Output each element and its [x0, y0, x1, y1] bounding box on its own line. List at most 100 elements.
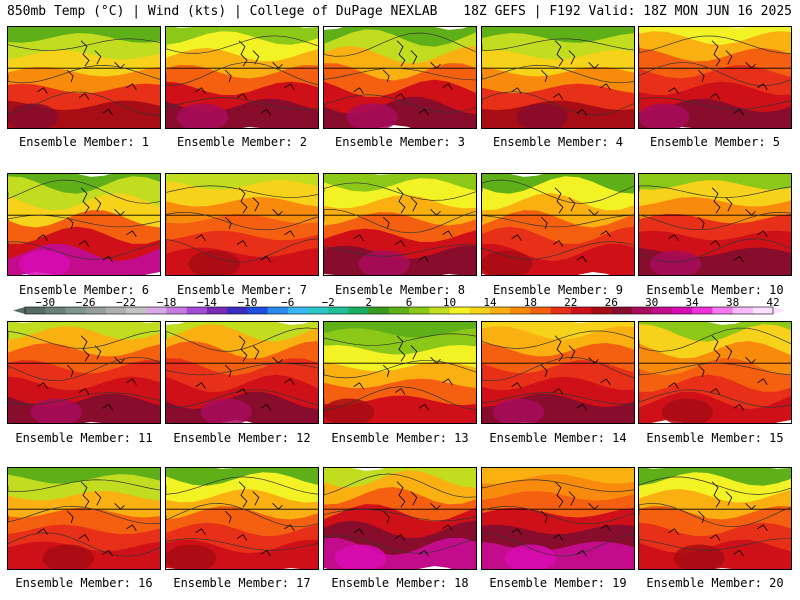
wind-barb [668, 382, 679, 389]
height-contour [166, 62, 318, 87]
colorbar-max-arrow [773, 307, 785, 314]
colorbar-swatch [287, 307, 309, 314]
panel-label: Ensemble Member: 4 [492, 135, 624, 149]
height-contour [482, 91, 634, 116]
ensemble-panel-7 [165, 173, 319, 276]
warm-core [346, 103, 399, 128]
colorbar-swatch [611, 307, 632, 314]
temperature-field [482, 174, 634, 275]
colorbar-tick-label: 2 [365, 296, 372, 309]
wind-barb [709, 93, 721, 100]
height-contour [166, 211, 318, 231]
ensemble-panel-18 [323, 467, 477, 570]
colorbar-tick-label: −6 [281, 296, 295, 309]
height-contour [482, 179, 634, 204]
ensemble-panel-11 [7, 321, 161, 424]
temperature-colorbar [13, 306, 785, 315]
wind-barb [733, 108, 744, 116]
wind-barb [260, 255, 271, 263]
wind-barb [552, 240, 564, 247]
wind-barb [442, 524, 453, 531]
height-contour [482, 357, 634, 382]
ensemble-panel-19 [481, 467, 635, 570]
temperature-field [166, 27, 318, 128]
height-contour [482, 241, 634, 260]
wind-barb [195, 87, 206, 94]
wind-barb [418, 403, 429, 411]
height-contour [639, 185, 791, 198]
panel-label: Ensemble Member: 13 [331, 431, 469, 445]
wind-barb [78, 388, 90, 395]
colorbar-swatch [429, 307, 450, 314]
wind-barb [353, 234, 364, 241]
wind-barb [284, 230, 295, 237]
height-contour [166, 389, 318, 408]
wind-barb [37, 234, 48, 241]
temperature-field [8, 174, 160, 275]
wind-barb [353, 528, 364, 535]
colorbar-swatch [328, 307, 349, 314]
height-contour [324, 209, 476, 234]
wind-barb [511, 382, 522, 389]
warm-core [649, 250, 702, 275]
height-contour [8, 479, 160, 492]
height-contour [324, 67, 476, 81]
warm-core [492, 398, 545, 423]
wind-barb [394, 240, 406, 247]
temperature-field [8, 27, 160, 128]
warm-core [8, 103, 59, 128]
great-lakes-outline [540, 187, 599, 230]
wind-barb [236, 388, 248, 395]
wind-barb [102, 255, 113, 263]
warm-core [200, 398, 252, 423]
wind-barb [576, 255, 587, 263]
colorbar-swatch [671, 307, 693, 314]
temp-band [482, 322, 634, 352]
colorbar-tick-label: −18 [156, 296, 177, 309]
height-contour [639, 502, 791, 527]
warm-core [673, 544, 725, 569]
wind-barb [236, 93, 248, 100]
height-contour [482, 330, 634, 349]
colorbar-swatch [469, 307, 491, 314]
wind-barb [78, 240, 90, 247]
wind-barb [102, 549, 113, 557]
chart-title: 850mb Temp (°C) | Wind (kts) | College o… [7, 4, 438, 19]
colorbar-tick-label: 14 [483, 296, 497, 309]
colorbar-tick-label: −2 [321, 296, 335, 309]
panel-label: Ensemble Member: 17 [173, 576, 311, 590]
warm-core [639, 103, 690, 128]
great-lakes-outline [697, 335, 756, 378]
wind-barb [236, 534, 248, 541]
ensemble-panel-9 [481, 173, 635, 276]
great-lakes-outline [66, 187, 125, 230]
ensemble-panel-16 [7, 467, 161, 570]
wind-barb [733, 255, 744, 263]
panel-label: Ensemble Member: 12 [173, 431, 311, 445]
wind-barb [576, 108, 587, 116]
panel-label: Ensemble Member: 15 [646, 431, 784, 445]
height-contour [8, 392, 160, 405]
temperature-field [639, 27, 791, 128]
colorbar-tick-label: −26 [75, 296, 96, 309]
height-contour [324, 244, 476, 257]
panel-label: Ensemble Member: 8 [334, 283, 466, 297]
ensemble-panel-8 [323, 173, 477, 276]
warm-core [358, 250, 410, 275]
colorbar-swatch [388, 307, 410, 314]
height-contour [8, 214, 160, 228]
colorbar-swatch [550, 307, 572, 314]
height-contour [324, 94, 476, 113]
ensemble-panel-10 [638, 173, 792, 276]
wind-barb [284, 524, 295, 531]
ensemble-panel-17 [165, 467, 319, 570]
ensemble-panel-1 [7, 26, 161, 129]
temperature-field [639, 468, 791, 569]
ensemble-panel-13 [323, 321, 477, 424]
wind-barb [418, 255, 429, 263]
panel-label: Ensemble Member: 18 [331, 576, 469, 590]
wind-barb [552, 534, 564, 541]
wind-barb [709, 388, 721, 395]
panel-label: Ensemble Member: 2 [176, 135, 308, 149]
